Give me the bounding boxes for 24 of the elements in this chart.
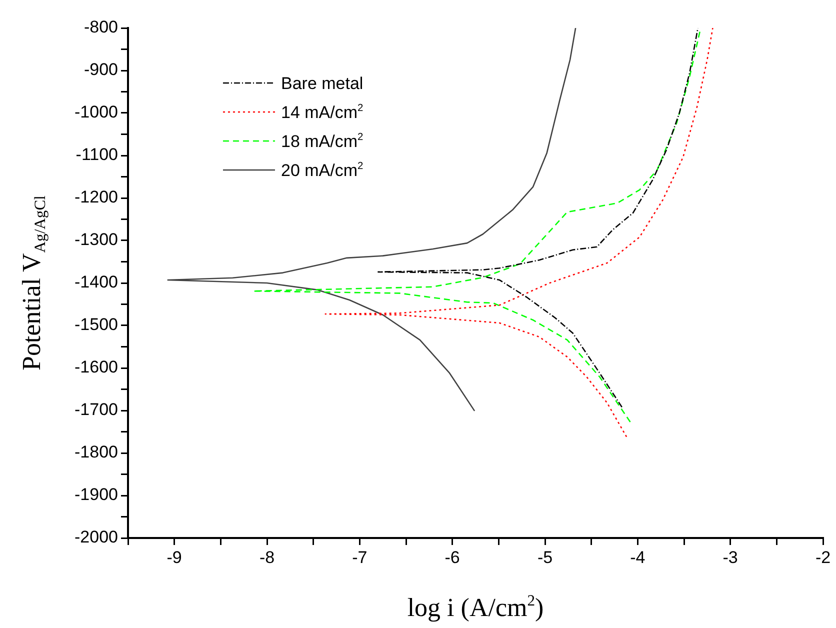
y-tick-label: -1100 <box>76 145 118 164</box>
y-tick-label: -1800 <box>74 442 118 462</box>
x-tick-label: -4 <box>630 548 646 567</box>
legend-label: Bare metal <box>281 74 364 93</box>
x-tick-label: -7 <box>352 548 368 567</box>
y-tick-label: -900 <box>84 60 118 80</box>
x-tick-label: -8 <box>259 548 275 567</box>
y-tick-label: -800 <box>84 18 118 37</box>
x-tick-label: -9 <box>166 548 182 567</box>
line-series <box>378 28 699 408</box>
y-tick-label: -1400 <box>74 272 118 292</box>
y-axis-title: Potential VAg/AgCl <box>17 194 50 370</box>
y-tick-label: -1500 <box>74 315 118 334</box>
x-tick-label: -6 <box>444 548 460 567</box>
y-tick-label: -1900 <box>74 485 118 504</box>
y-tick-label: -1200 <box>74 188 118 207</box>
y-tick-label: -1700 <box>74 400 118 420</box>
y-tick-label: -1300 <box>74 230 118 250</box>
x-tick-label: -2 <box>815 548 831 567</box>
y-tick-label: -2000 <box>74 528 118 547</box>
x-tick-label: -3 <box>722 548 738 567</box>
y-tick-label: -1000 <box>74 102 118 122</box>
y-tick-label: -1600 <box>74 358 118 377</box>
x-tick-label: -5 <box>537 548 553 567</box>
